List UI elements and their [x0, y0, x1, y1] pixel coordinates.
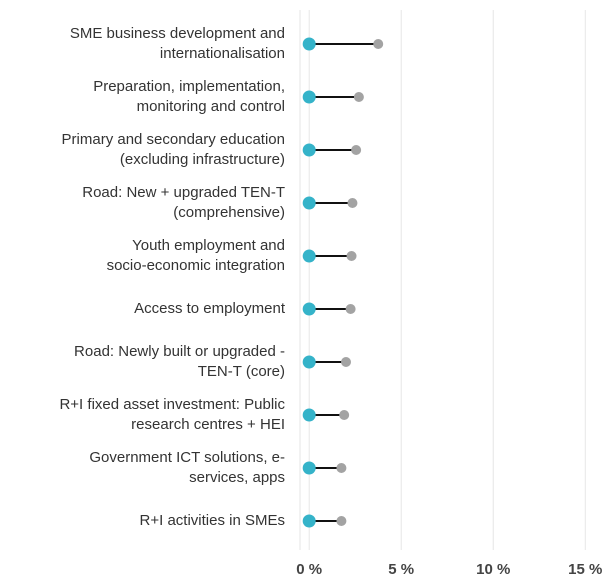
x-tick-label: 5 % — [388, 561, 414, 578]
x-tick-label: 0 % — [296, 561, 322, 578]
end-dot — [353, 92, 364, 102]
y-tick-label: Primary and secondary education — [62, 131, 285, 148]
x-tick-label: 15 % — [568, 561, 602, 578]
end-dot — [347, 198, 358, 208]
y-tick-label: TEN-T (core) — [198, 363, 285, 380]
y-tick-label: services, apps — [189, 469, 285, 486]
y-tick-label: Road: New + upgraded TEN-T — [82, 184, 285, 201]
y-tick-label: socio-economic integration — [107, 257, 285, 274]
y-tick-label: Road: Newly built or upgraded - — [74, 343, 285, 360]
y-tick-label: Youth employment and — [132, 237, 285, 254]
y-tick-label: R+I fixed asset investment: Public — [59, 396, 285, 413]
end-dot — [351, 145, 362, 155]
x-tick-label: 10 % — [476, 561, 510, 578]
y-tick-label: (excluding infrastructure) — [120, 151, 285, 168]
start-dot — [302, 196, 316, 210]
start-dot — [302, 90, 316, 104]
end-dot — [341, 357, 352, 367]
end-dot — [339, 410, 350, 420]
end-dot — [345, 304, 356, 314]
end-dot — [336, 516, 347, 526]
y-tick-label: Government ICT solutions, e- — [89, 449, 285, 466]
y-tick-label: Access to employment — [134, 300, 286, 317]
y-tick-label: SME business development and — [70, 25, 285, 42]
end-dot — [373, 39, 384, 49]
y-tick-label: internationalisation — [160, 45, 285, 62]
start-dot — [302, 37, 316, 51]
y-tick-label: R+I activities in SMEs — [140, 512, 285, 529]
start-dot — [302, 461, 316, 475]
start-dot — [302, 143, 316, 157]
start-dot — [302, 514, 316, 528]
y-tick-label: (comprehensive) — [173, 204, 285, 221]
end-dot — [346, 251, 357, 261]
y-tick-label: Preparation, implementation, — [93, 78, 285, 95]
start-dot — [302, 408, 316, 422]
y-tick-label: research centres + HEI — [131, 416, 285, 433]
y-tick-label: monitoring and control — [137, 98, 285, 115]
end-dot — [336, 463, 347, 473]
start-dot — [302, 355, 316, 369]
start-dot — [302, 302, 316, 316]
start-dot — [302, 249, 316, 263]
